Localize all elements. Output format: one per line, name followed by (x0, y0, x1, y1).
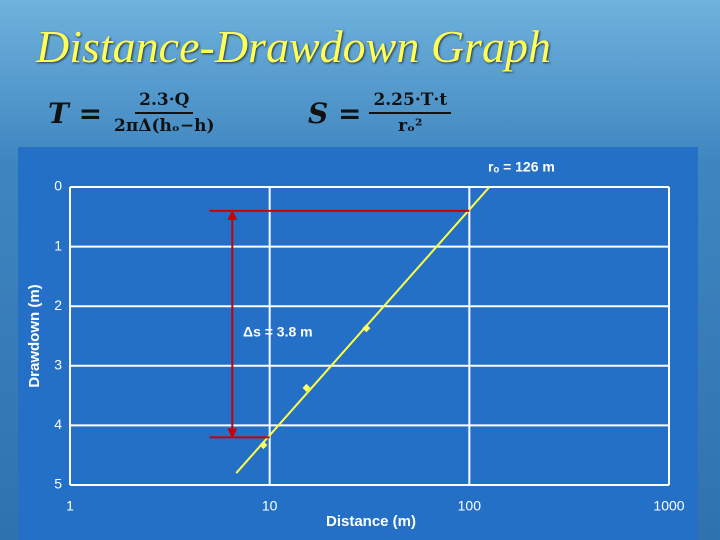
numerator: 2.3·Q (135, 90, 194, 114)
formula-lhs: S = (308, 96, 362, 130)
fit-line (235, 186, 491, 474)
slide-title: Distance-Drawdown Graph (36, 21, 551, 72)
formula-lhs: T = (48, 96, 103, 130)
x-tick-label: 1000 (653, 498, 684, 514)
y-tick-label: 1 (54, 237, 62, 253)
y-tick-label: 3 (54, 357, 62, 373)
denominator: 2πΔ(hₒ−h) (114, 116, 215, 136)
y-tick-label: 5 (54, 476, 62, 492)
data-point (302, 383, 311, 392)
data-point (362, 324, 371, 333)
x-tick-label: 100 (458, 498, 482, 514)
x-tick-label: 10 (262, 498, 278, 514)
chart-panel (18, 147, 698, 540)
annotation: rₒ = 126 m (488, 159, 555, 175)
denominator: rₒ² (398, 116, 423, 136)
formula-t: T = 2.3·Q 2πΔ(hₒ−h) (48, 90, 219, 136)
formula-s: S = 2.25·T·t rₒ² (308, 90, 452, 136)
y-tick-label: 2 (54, 297, 62, 313)
numerator: 2.25·T·t (369, 90, 452, 114)
y-axis-title: Drawdown (m) (26, 284, 43, 387)
fraction: 2.25·T·t rₒ² (369, 90, 452, 136)
annotation: Δs = 3.8 m (243, 324, 313, 340)
x-axis-title: Distance (m) (326, 513, 416, 530)
x-tick-label: 1 (66, 498, 74, 514)
y-tick-label: 4 (54, 416, 62, 432)
data-point (259, 441, 268, 450)
fraction: 2.3·Q 2πΔ(hₒ−h) (110, 90, 218, 136)
y-tick-label: 0 (54, 178, 62, 194)
